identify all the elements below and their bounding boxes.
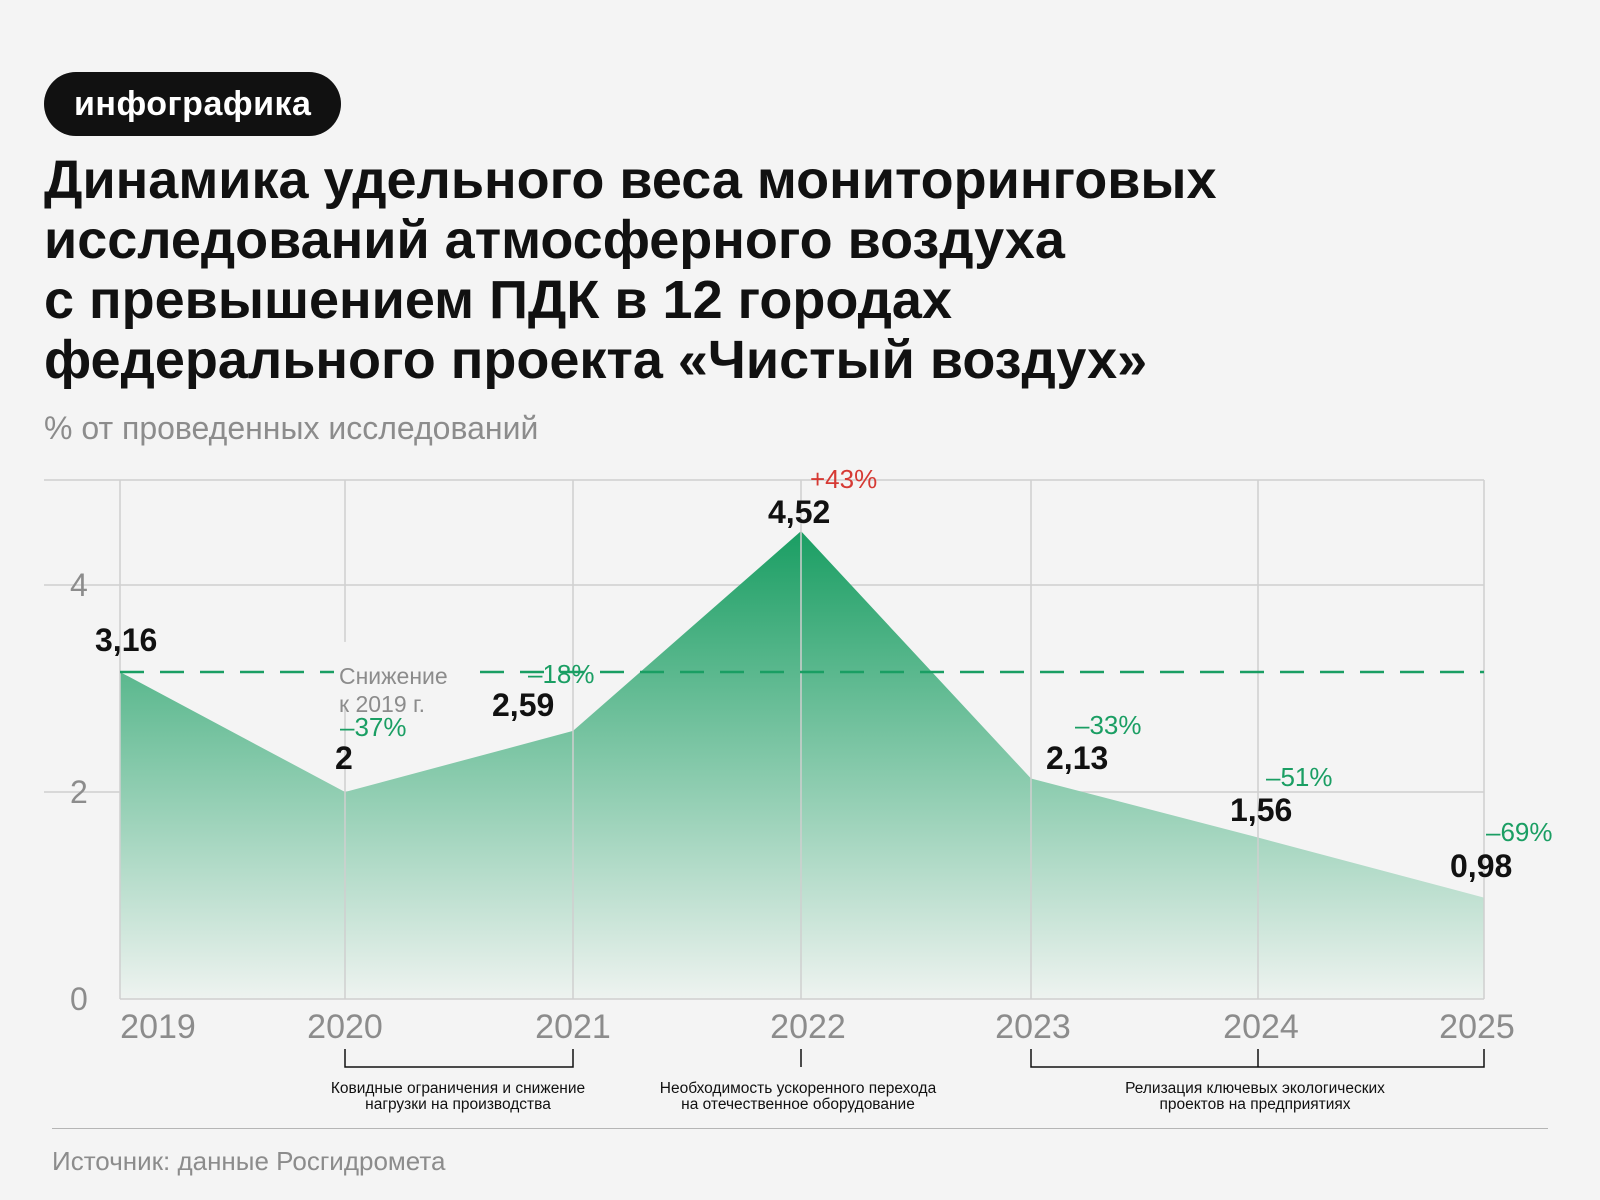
title-line: федерального проекта «Чистый воздух» xyxy=(44,330,1148,390)
y-tick-label: 2 xyxy=(70,774,88,810)
x-tick-label: 2024 xyxy=(1223,1008,1299,1046)
data-value-label: 2 xyxy=(335,740,353,776)
period-label-line: проектов на предприятиях xyxy=(1159,1096,1350,1113)
change-percent-label: –69% xyxy=(1486,817,1553,847)
data-value-label: 3,16 xyxy=(95,622,157,658)
period-label-line: Релизация ключевых экологических xyxy=(1125,1080,1385,1097)
change-percent-label: –18% xyxy=(528,659,595,689)
x-tick-label: 2020 xyxy=(307,1008,383,1046)
source-note: Источник: данные Росгидромета xyxy=(52,1146,446,1176)
change-percent-label: –37% xyxy=(340,712,407,742)
x-tick-label: 2025 xyxy=(1439,1008,1515,1046)
data-value-label: 2,13 xyxy=(1046,740,1108,776)
reference-label-line: Снижение xyxy=(339,663,448,689)
x-tick-label: 2021 xyxy=(535,1008,611,1046)
period-label-line: Ковидные ограничения и снижение xyxy=(331,1080,585,1097)
change-percent-label: +43% xyxy=(810,464,877,494)
data-value-label: 2,59 xyxy=(492,687,554,723)
page-title: Динамика удельного веса мониторинговых и… xyxy=(44,150,1524,390)
reference-label-bg xyxy=(334,641,472,706)
change-percent-label: –51% xyxy=(1266,762,1333,792)
chart-unit-subtitle: % от проведенных исследований xyxy=(44,410,539,446)
period-label-line: нагрузки на производства xyxy=(365,1096,551,1113)
title-line: с превышением ПДК в 12 городах xyxy=(44,270,952,330)
reference-label-line: к 2019 г. xyxy=(339,691,425,717)
x-tick-label: 2023 xyxy=(995,1008,1071,1046)
y-tick-label: 0 xyxy=(70,981,88,1017)
title-line: Динамика удельного веса мониторинговых xyxy=(44,150,1217,210)
x-tick-label: 2022 xyxy=(770,1008,846,1046)
area-series xyxy=(120,531,1484,999)
data-value-label: 0,98 xyxy=(1450,848,1512,884)
y-tick-label: 4 xyxy=(70,567,88,603)
title-line: исследований атмосферного воздуха xyxy=(44,210,1065,270)
infographic-tag: инфографика xyxy=(44,72,342,136)
period-bracket xyxy=(344,1049,574,1068)
period-label-line: Необходимость ускоренного перехода xyxy=(660,1080,937,1097)
data-value-label: 4,52 xyxy=(768,494,830,530)
change-percent-label: –33% xyxy=(1075,710,1142,740)
data-value-label: 1,56 xyxy=(1230,792,1292,828)
period-label-line: на отечественное оборудование xyxy=(681,1096,915,1113)
source-divider xyxy=(52,1128,1548,1129)
x-tick-label: 2019 xyxy=(120,1008,196,1046)
